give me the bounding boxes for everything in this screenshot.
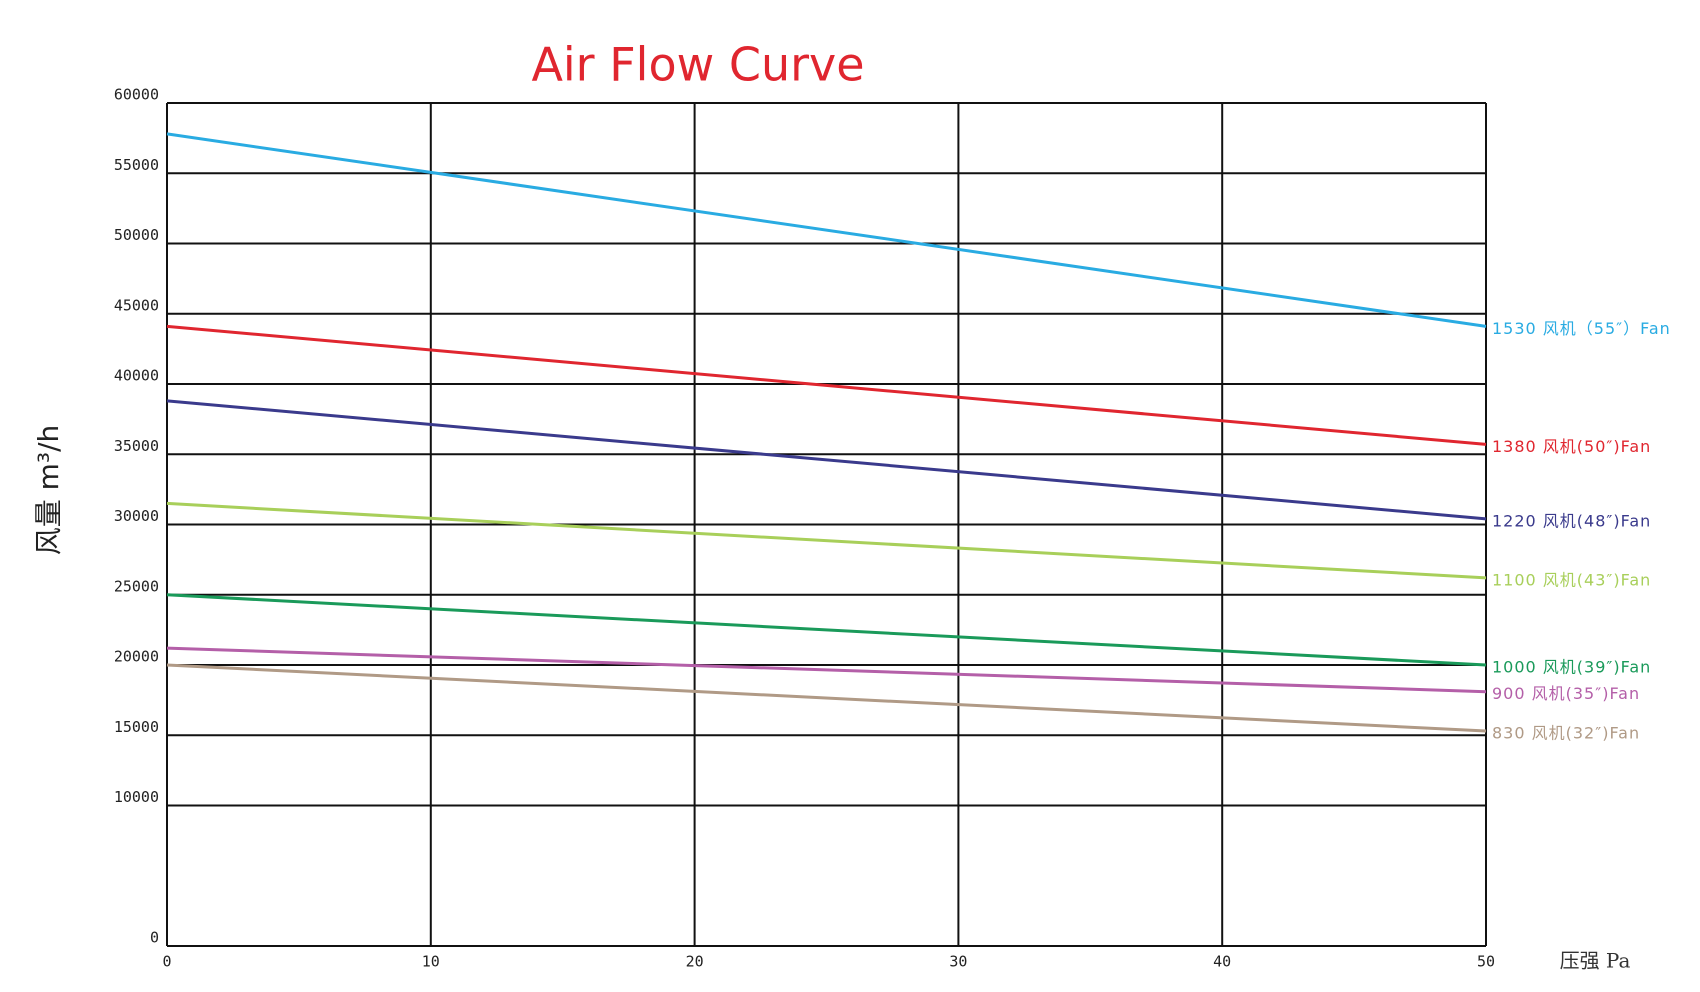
y-tick-label: 50000 [114,226,159,244]
series-label: 1530 风机（55″）Fan [1492,319,1671,338]
y-tick-label: 45000 [114,296,159,314]
y-tick-label: 35000 [114,437,159,455]
series-line [166,132,1487,328]
series-line [166,501,1487,580]
x-tick-label: 40 [1213,953,1231,971]
y-tick-label: 25000 [114,577,159,595]
series-line [166,646,1487,694]
series-label: 830 风机(32″)Fan [1492,724,1640,743]
y-tick-label: 10000 [114,788,159,806]
x-tick-label: 10 [422,953,440,971]
series-label: 1220 风机(48″)Fan [1492,511,1651,530]
x-tick-label: 50 [1477,953,1495,971]
y-tick-label: 15000 [114,718,159,736]
x-tick-label: 30 [949,953,967,971]
chart-title: Air Flow Curve [531,38,864,92]
y-tick-label: 30000 [114,507,159,525]
series-label: 1380 风机(50″)Fan [1492,437,1651,456]
y-tick-label: 0 [150,929,159,947]
series-label: 1100 风机(43″)Fan [1492,570,1651,589]
y-tick-label: 60000 [114,86,159,104]
series-line [166,663,1487,733]
y-tick-label: 40000 [114,367,159,385]
series-label: 900 风机(35″)Fan [1492,684,1640,703]
x-tick-label: 0 [162,953,171,971]
series-line [166,399,1487,521]
series-line [166,593,1487,667]
series-line [166,324,1487,446]
y-axis-label: 风量 m³/h [32,425,65,556]
x-axis-label: 压强 Pa [1560,949,1631,973]
series-label: 1000 风机(39″)Fan [1492,658,1651,677]
y-tick-label: 20000 [114,648,159,666]
y-tick-label: 55000 [114,156,159,174]
x-tick-label: 20 [686,953,704,971]
